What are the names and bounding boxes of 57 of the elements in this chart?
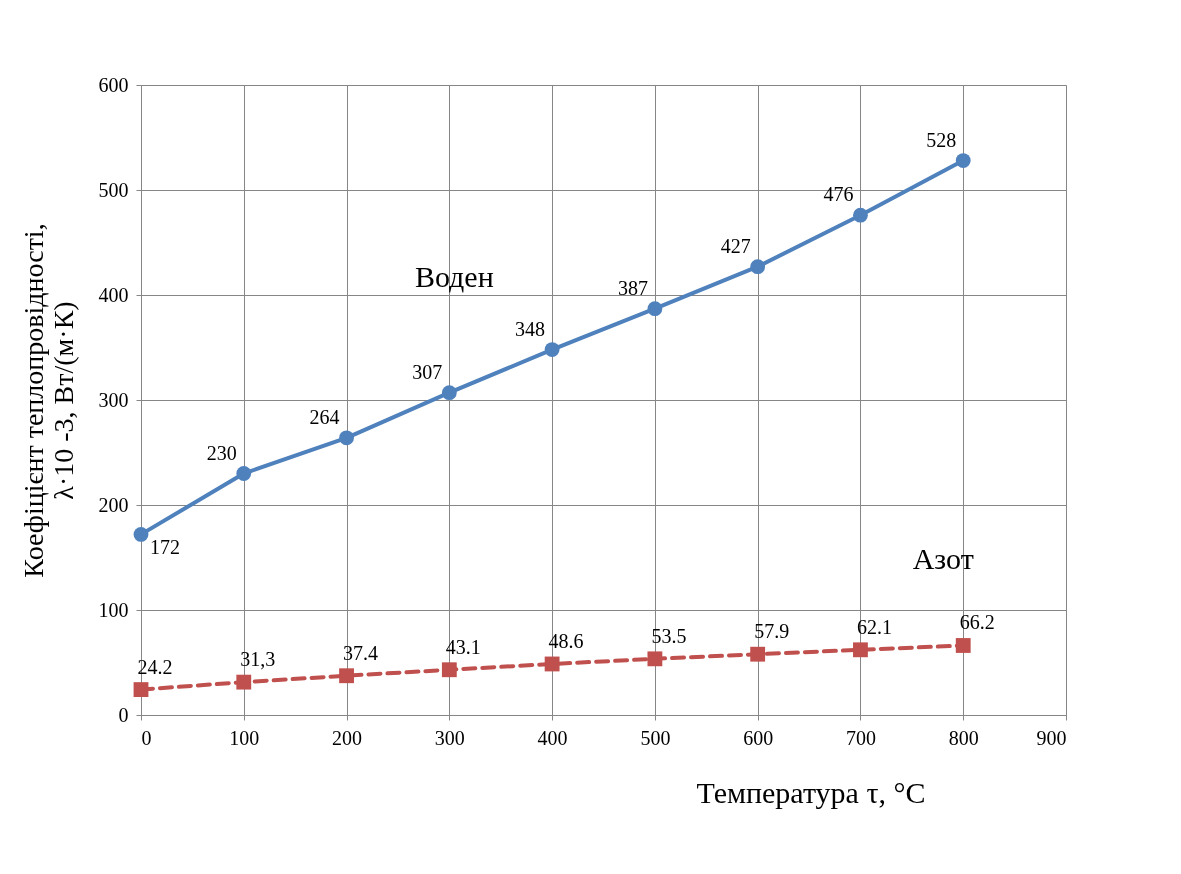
point xyxy=(955,153,971,168)
point xyxy=(544,656,560,672)
y-tick-label: 500 xyxy=(98,178,129,201)
x-tick-label: 100 xyxy=(229,726,260,749)
data-label: 172 xyxy=(150,536,180,559)
point xyxy=(647,651,663,667)
point xyxy=(339,430,354,446)
data-label: 348 xyxy=(515,317,546,340)
x-tick-label: 500 xyxy=(640,726,671,749)
data-label: 53.5 xyxy=(651,624,687,647)
point xyxy=(133,682,149,698)
point xyxy=(133,527,149,542)
point xyxy=(441,662,457,678)
data-label: 528 xyxy=(926,128,957,151)
data-label: 476 xyxy=(823,183,854,206)
data-label: 24.2 xyxy=(137,655,173,678)
text: Воден xyxy=(414,259,494,293)
data-label: 57.9 xyxy=(754,620,790,643)
data-label: 427 xyxy=(720,234,751,257)
point xyxy=(441,385,457,401)
point xyxy=(236,466,252,481)
data-label: 48.6 xyxy=(548,629,584,652)
data-label: 37.4 xyxy=(343,641,379,664)
y-axis-title: Коефіцієнт теплопровідності, λ·10 -3, Вт/(м·К) xyxy=(17,223,79,578)
text: Азот xyxy=(912,542,974,576)
point xyxy=(339,668,354,684)
y-tick-label: 200 xyxy=(98,493,129,516)
point xyxy=(853,207,868,223)
point xyxy=(750,646,766,662)
data-label: 264 xyxy=(309,405,340,428)
x-tick-label: 0 xyxy=(141,726,152,749)
point xyxy=(853,642,868,658)
point xyxy=(544,342,560,357)
x-axis-title: Температура τ, °С xyxy=(696,775,926,809)
data-label: 31,3 xyxy=(240,648,276,671)
point xyxy=(955,638,971,653)
y-tick-label: 600 xyxy=(98,73,129,96)
data-label: 43.1 xyxy=(445,635,481,658)
point xyxy=(647,301,663,317)
data-label: 230 xyxy=(206,441,237,464)
x-tick-label: 600 xyxy=(743,726,774,749)
data-label: 307 xyxy=(412,360,443,383)
y-tick-label: 300 xyxy=(98,388,129,411)
data-label: 66.2 xyxy=(959,611,995,634)
point xyxy=(750,259,766,275)
x-tick-label: 900 xyxy=(1036,726,1067,749)
x-tick-label: 200 xyxy=(332,726,363,749)
x-tick-label: 800 xyxy=(948,726,979,749)
y-tick-label: 0 xyxy=(118,703,129,726)
x-tick-label: 300 xyxy=(434,726,465,749)
data-label: 387 xyxy=(617,276,648,299)
y-tick-label: 100 xyxy=(98,598,129,621)
data-label: 62.1 xyxy=(856,615,892,638)
x-tick-label: 400 xyxy=(537,726,568,749)
y-tick-label: 400 xyxy=(98,283,129,306)
point xyxy=(236,674,252,690)
x-tick-label: 700 xyxy=(845,726,876,749)
